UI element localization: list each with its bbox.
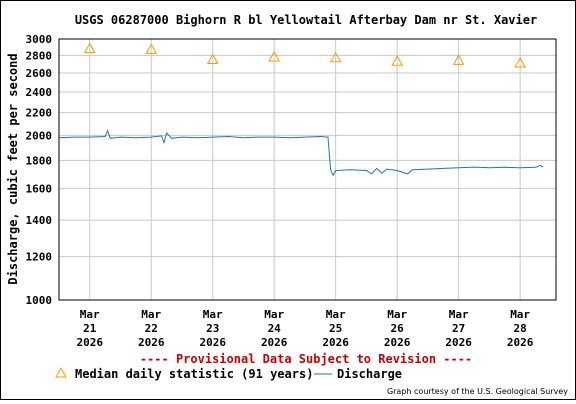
x-tick-month: Mar <box>326 308 346 321</box>
x-tick-day: 21 <box>83 322 97 335</box>
x-tick-day: 23 <box>206 322 219 335</box>
y-tick-label: 3000 <box>26 33 53 46</box>
y-tick-label: 1600 <box>26 182 53 195</box>
x-tick-month: Mar <box>203 308 223 321</box>
y-tick-label: 1200 <box>26 251 53 264</box>
discharge-series-line <box>58 129 544 177</box>
median-triangle-marker <box>206 53 219 65</box>
x-tick-year: 2026 <box>138 336 165 349</box>
median-triangle-marker <box>391 55 404 66</box>
x-tick-day: 24 <box>268 322 282 335</box>
x-tick-month: Mar <box>141 308 161 321</box>
x-tick-year: 2026 <box>507 336 534 349</box>
y-tick-label: 1400 <box>26 214 53 227</box>
y-axis-label: Discharge, cubic feet per second <box>6 53 20 284</box>
x-tick-month: Mar <box>449 308 469 321</box>
plot-area <box>58 38 557 301</box>
x-tick-year: 2026 <box>261 336 288 349</box>
median-triangle-marker <box>514 57 526 68</box>
y-tick-label: 1000 <box>26 294 53 307</box>
y-tick-label: 2000 <box>26 129 53 142</box>
x-tick-day: 26 <box>391 322 405 335</box>
grid <box>59 38 556 301</box>
y-tick-label: 1800 <box>26 154 53 167</box>
y-tick-label: 2800 <box>26 49 53 62</box>
median-legend-triangle-icon <box>55 366 67 378</box>
chart-title: USGS 06287000 Bighorn R bl Yellowtail Af… <box>75 13 537 27</box>
y-tick-label: 2600 <box>26 67 53 80</box>
x-tick-labels: Mar212026Mar222026Mar232026Mar242026Mar2… <box>76 308 533 349</box>
x-tick-year: 2026 <box>322 336 349 349</box>
y-tick-label: 2400 <box>26 86 53 99</box>
x-tick-year: 2026 <box>76 336 103 349</box>
median-triangle-marker <box>145 43 158 54</box>
x-tick-year: 2026 <box>384 336 411 349</box>
x-tick-month: Mar <box>80 308 100 321</box>
median-triangle-marker <box>83 42 96 54</box>
y-tick-labels: 3000 2800 2600 2400 2200 2000 1800 1600 1400 1200… <box>26 33 53 307</box>
x-tick-month: Mar <box>264 308 284 321</box>
legend-discharge-label: Discharge <box>337 367 402 381</box>
series-layer <box>58 42 544 177</box>
median-triangle-marker <box>329 51 342 63</box>
x-tick-day: 27 <box>452 322 465 335</box>
y-tick-label: 2200 <box>26 107 53 120</box>
x-tick-year: 2026 <box>445 336 472 349</box>
x-tick-day: 28 <box>514 322 527 335</box>
x-tick-month: Mar <box>510 308 530 321</box>
x-tick-day: 22 <box>145 322 158 335</box>
median-triangle-marker <box>452 54 465 65</box>
legend-median-label: Median daily statistic (91 years) <box>75 367 313 381</box>
x-tick-year: 2026 <box>199 336 226 349</box>
median-triangle-marker <box>268 50 281 62</box>
provisional-note: ---- Provisional Data Subject to Revisio… <box>140 352 472 366</box>
x-tick-month: Mar <box>387 308 407 321</box>
credit-text: Graph courtesy of the U.S. Geological Su… <box>387 387 568 396</box>
x-tick-day: 25 <box>329 322 342 335</box>
